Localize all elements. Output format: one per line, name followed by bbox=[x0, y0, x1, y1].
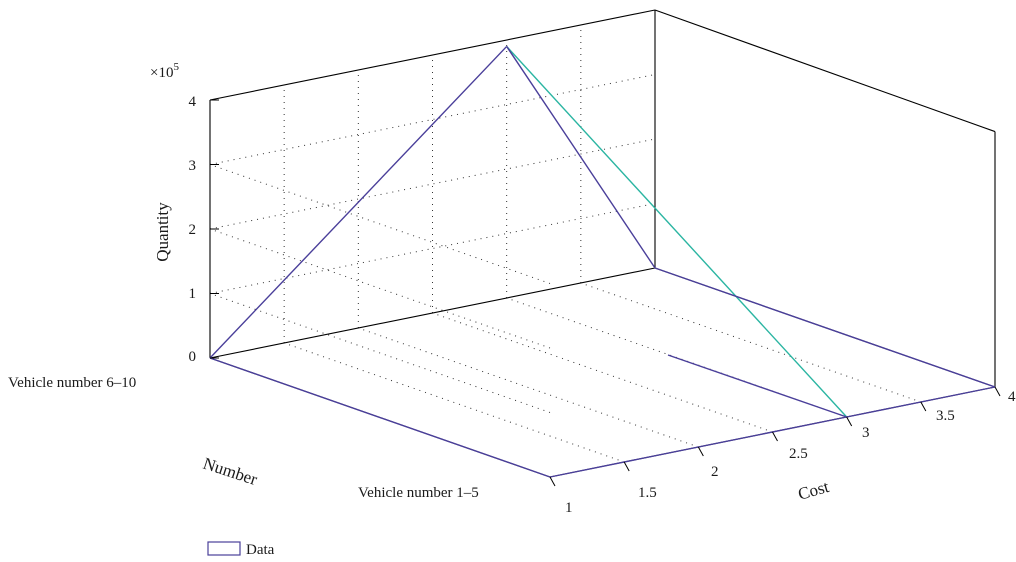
x-tick-label: 2.5 bbox=[789, 446, 808, 462]
surface-edge bbox=[506, 45, 848, 418]
y-tick-label: Vehicle number 6–10 bbox=[8, 375, 136, 391]
axis-box bbox=[209, 9, 996, 478]
x-tick-label: 4 bbox=[1008, 389, 1016, 405]
axis-edge bbox=[209, 9, 656, 101]
grid-lines bbox=[209, 25, 921, 463]
surface-edge bbox=[654, 267, 996, 388]
x-tick-label: 1.5 bbox=[638, 485, 657, 501]
surface-edge bbox=[667, 354, 847, 418]
x-tick-mark bbox=[697, 446, 704, 457]
x-tick-mark bbox=[920, 401, 927, 412]
z-tick-label: 2 bbox=[189, 222, 197, 238]
legend-swatch bbox=[207, 541, 241, 556]
grid-line bbox=[209, 74, 656, 165]
grid-line bbox=[580, 282, 921, 403]
surface-edge bbox=[209, 357, 551, 478]
x-axis-label: Cost bbox=[796, 477, 831, 504]
z-tick-label: 0 bbox=[189, 349, 197, 365]
grid-line bbox=[209, 293, 551, 413]
x-tick-label: 3 bbox=[862, 425, 870, 441]
x-tick-mark bbox=[623, 461, 630, 472]
surface-edge bbox=[209, 45, 508, 359]
y-axis-label: Number bbox=[201, 454, 260, 489]
z-axis-ticks: 4 3 2 1 0 bbox=[189, 94, 197, 365]
grid-line bbox=[209, 203, 656, 294]
x-tick-mark bbox=[549, 476, 556, 487]
x-tick-label: 1 bbox=[565, 500, 573, 516]
x-tick-mark bbox=[772, 431, 778, 442]
x-tick-mark bbox=[994, 386, 1001, 397]
grid-line bbox=[432, 312, 773, 433]
grid-line bbox=[358, 327, 699, 448]
z-tick-label: 3 bbox=[189, 158, 197, 174]
surface-plot bbox=[209, 45, 996, 478]
z-exponent-power: 5 bbox=[173, 61, 179, 73]
grid-line bbox=[209, 228, 551, 349]
x-tick-mark bbox=[846, 416, 853, 427]
axis-edge bbox=[209, 267, 656, 359]
axis-edge bbox=[654, 9, 996, 133]
x-axis-ticks: 1 1.5 2 2.5 3 3.5 4 bbox=[565, 389, 1016, 516]
y-tick-label: Vehicle number 1–5 bbox=[358, 485, 479, 501]
z-tick-label: 1 bbox=[189, 286, 197, 302]
z-exponent: ×105 bbox=[150, 61, 179, 81]
grid-line bbox=[209, 164, 551, 284]
surface-edge bbox=[506, 46, 656, 269]
legend: Data bbox=[207, 541, 275, 558]
tick-marks bbox=[210, 99, 1001, 487]
z-exponent-base: ×10 bbox=[150, 65, 173, 81]
grid-line bbox=[284, 342, 625, 463]
grid-line bbox=[209, 138, 656, 230]
x-tick-label: 3.5 bbox=[936, 408, 955, 424]
legend-label: Data bbox=[246, 542, 275, 558]
z-tick-label: 4 bbox=[189, 94, 197, 110]
z-axis-label: Quantity bbox=[153, 202, 172, 262]
x-tick-label: 2 bbox=[711, 464, 719, 480]
